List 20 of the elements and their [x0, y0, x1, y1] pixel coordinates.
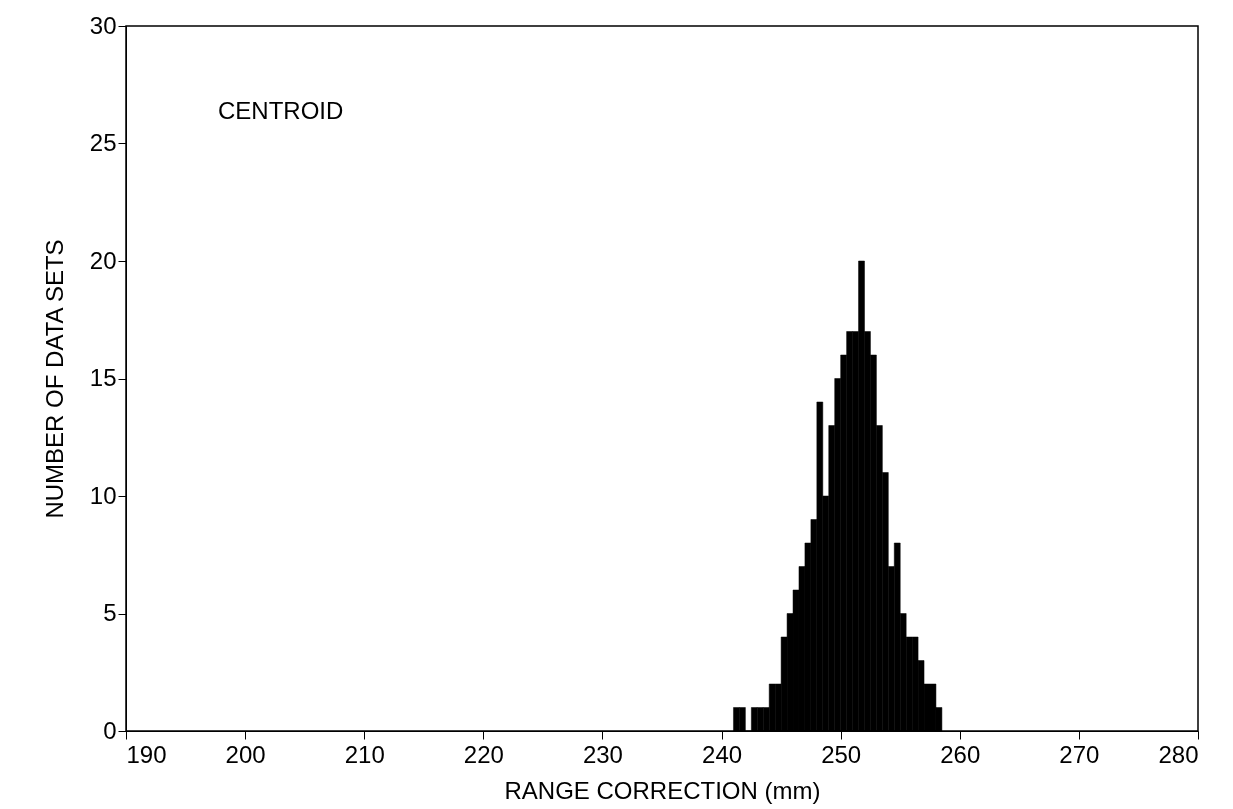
y-tick-label: 0 — [103, 716, 117, 744]
y-tick-label: 25 — [89, 129, 117, 156]
y-tick-label: 10 — [89, 481, 117, 509]
y-tick-label: 5 — [103, 599, 117, 626]
x-tick-label: 220 — [463, 740, 504, 768]
y-tick-label: 30 — [89, 11, 117, 39]
x-tick-label: 190 — [126, 740, 167, 768]
x-tick-label: 200 — [225, 740, 266, 768]
x-tick-label: 250 — [821, 740, 862, 768]
x-axis-title: RANGE CORRECTION (mm) — [504, 776, 821, 804]
x-tick-label: 270 — [1059, 740, 1100, 768]
x-tick-label: 210 — [344, 740, 385, 768]
x-tick-label: 280 — [1158, 740, 1199, 768]
y-tick-label: 20 — [89, 246, 117, 274]
x-tick-label: 230 — [582, 740, 623, 768]
x-tick-label: 260 — [940, 740, 981, 768]
annotation: CENTROID — [218, 97, 344, 124]
y-axis-title: NUMBER OF DATA SETS — [40, 239, 68, 519]
x-tick-label: 240 — [702, 740, 743, 768]
y-tick-label: 15 — [89, 364, 117, 391]
